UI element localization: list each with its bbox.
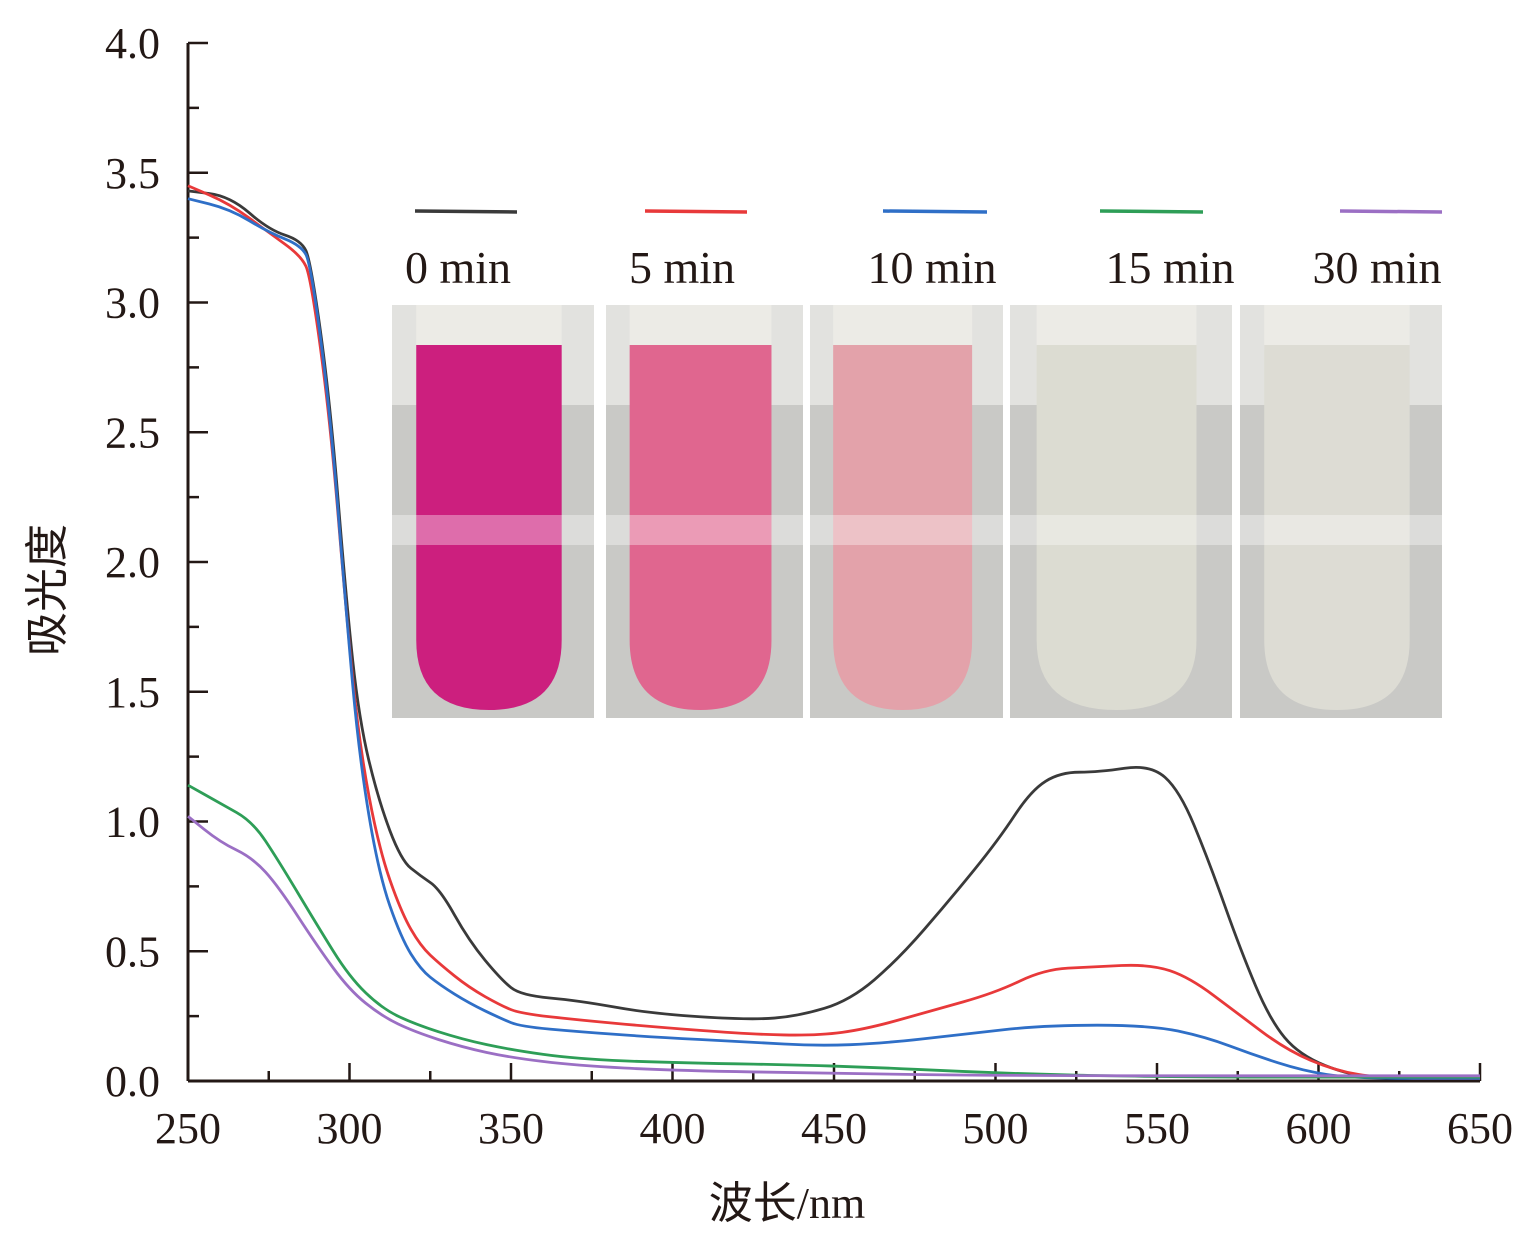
tube-liquid	[629, 345, 772, 710]
legend-swatch	[1339, 209, 1443, 214]
axes: 0.0 0.5 1.0 1.5 2.0 2.5 3.0 3.5 4.0 250 300 350 400 4…	[105, 19, 1513, 1153]
x-tick-label: 450	[801, 1104, 867, 1153]
legend-label: 10 min	[867, 242, 996, 293]
series-lines	[187, 184, 1480, 1080]
legend: 0 min 5 min 10 min 15 min 30 min	[405, 209, 1443, 293]
tube-cap	[833, 305, 973, 350]
series-line-10-min	[187, 197, 1480, 1080]
tube-liquid	[833, 345, 973, 710]
tube-liquid	[1036, 345, 1197, 710]
x-tick-label: 400	[640, 1104, 706, 1153]
tube-rack-band	[606, 515, 803, 545]
tube-cap	[629, 305, 772, 350]
tube-liquid	[416, 345, 562, 710]
tube-rack-band	[392, 515, 594, 545]
tube-rack-band	[810, 515, 1003, 545]
legend-label: 5 min	[629, 242, 735, 293]
tube-rack-band	[1010, 515, 1232, 545]
x-tick-label: 350	[478, 1104, 544, 1153]
legend-swatch	[1099, 209, 1204, 214]
tube-cap	[1264, 305, 1410, 350]
x-tick-label: 550	[1124, 1104, 1190, 1153]
legend-label: 0 min	[405, 242, 511, 293]
x-tick-label: 250	[155, 1104, 221, 1153]
y-axis-title: 吸光度	[23, 524, 72, 656]
y-tick-label: 1.5	[105, 668, 160, 717]
legend-swatch	[644, 209, 748, 214]
legend-swatch	[414, 209, 518, 214]
y-tick-label: 0.0	[105, 1057, 160, 1106]
inset-tube-photos	[392, 305, 1442, 718]
x-tick-label: 300	[317, 1104, 383, 1153]
legend-swatch	[882, 209, 988, 214]
y-tick-label: 0.5	[105, 927, 160, 976]
legend-label: 15 min	[1105, 242, 1234, 293]
tube-cap	[1036, 305, 1197, 350]
series-line-30-min	[187, 815, 1480, 1078]
y-tick-label: 3.5	[105, 149, 160, 198]
x-tick-label: 600	[1286, 1104, 1352, 1153]
y-tick-label: 3.0	[105, 279, 160, 328]
y-tick-label: 2.0	[105, 538, 160, 587]
tube-rack-band	[1240, 515, 1442, 545]
x-axis-title: 波长/nm	[709, 1179, 865, 1228]
y-tick-label: 2.5	[105, 408, 160, 457]
legend-label: 30 min	[1312, 242, 1441, 293]
tube-cap	[416, 305, 562, 350]
x-tick-label: 500	[963, 1104, 1029, 1153]
y-tick-label: 4.0	[105, 19, 160, 68]
y-tick-label: 1.0	[105, 798, 160, 847]
x-tick-label: 650	[1447, 1104, 1513, 1153]
tube-liquid	[1264, 345, 1410, 710]
series-line-15-min	[187, 783, 1480, 1079]
